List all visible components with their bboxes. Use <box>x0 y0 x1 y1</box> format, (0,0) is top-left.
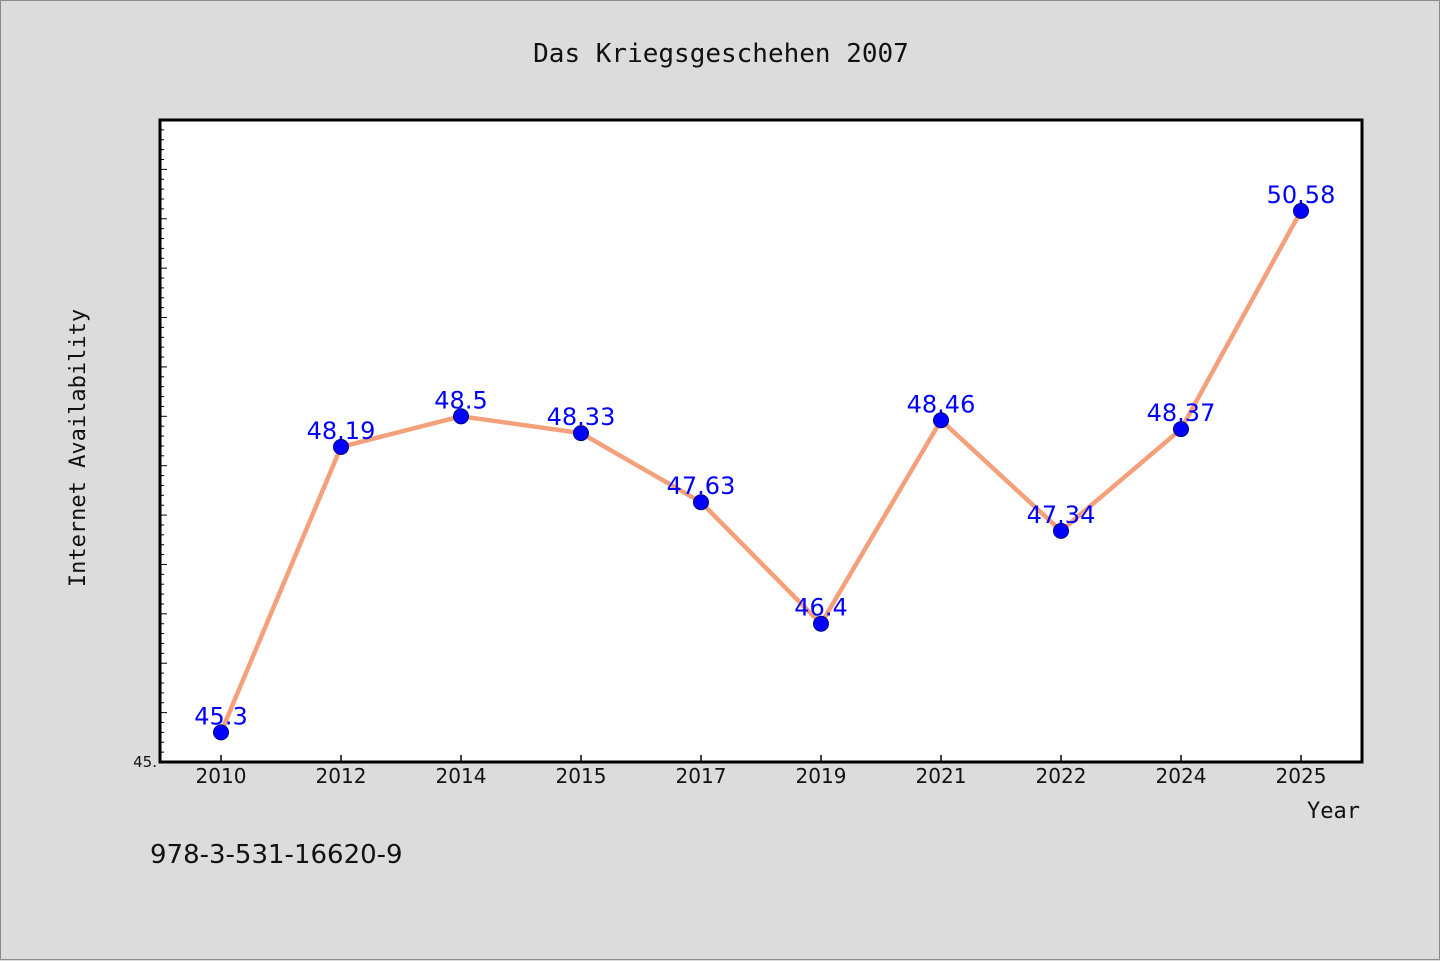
data-point <box>813 615 829 632</box>
data-label: 45.3 <box>194 702 247 730</box>
series-line <box>218 209 1303 734</box>
data-point <box>213 724 229 741</box>
x-tick-label: 2010 <box>196 764 247 788</box>
isbn-text: 978-3-531-16620-9 <box>150 840 403 870</box>
x-axis-label: Year <box>1307 799 1360 824</box>
x-tick-label: 2019 <box>796 764 847 788</box>
x-tick-label: 2012 <box>316 764 367 788</box>
data-point <box>933 412 949 429</box>
data-label: 48.19 <box>307 417 376 445</box>
data-label: 48.37 <box>1147 399 1216 427</box>
data-label: 48.5 <box>434 386 487 414</box>
x-tick-label: 2024 <box>1156 764 1207 788</box>
plot-frame <box>158 118 1364 764</box>
data-point <box>333 438 349 455</box>
data-markers <box>213 202 1309 741</box>
data-point <box>453 408 469 425</box>
x-tick-label: 2015 <box>556 764 607 788</box>
y-axis-label: Internet Availability <box>66 309 91 587</box>
y-tick-label: 45. <box>133 753 157 771</box>
x-tick-label: 2025 <box>1276 764 1327 788</box>
data-label: 46.4 <box>794 594 847 622</box>
data-label: 47.63 <box>667 472 736 500</box>
data-point <box>573 425 589 442</box>
x-tick-label: 2014 <box>436 764 487 788</box>
data-point <box>1293 202 1309 219</box>
data-point <box>1053 522 1069 539</box>
chart-title: Das Kriegsgeschehen 2007 <box>533 39 909 69</box>
data-label: 47.34 <box>1027 501 1096 529</box>
data-label: 48.46 <box>907 390 976 418</box>
x-tick-label: 2021 <box>916 764 967 788</box>
x-tick-label: 2022 <box>1036 764 1087 788</box>
data-label: 50.58 <box>1267 181 1336 209</box>
data-labels: 45.3 48.19 48.5 48.33 47.63 46.4 48.46 47.34 48.… <box>194 181 1335 731</box>
x-axis-ticks: 2010 2012 2014 2015 2017 2019 2021 2022 2024 2025 <box>196 755 1327 788</box>
data-label: 48.33 <box>547 403 616 431</box>
x-tick-label: 2017 <box>676 764 727 788</box>
data-point <box>1173 421 1189 438</box>
data-point <box>693 494 709 511</box>
